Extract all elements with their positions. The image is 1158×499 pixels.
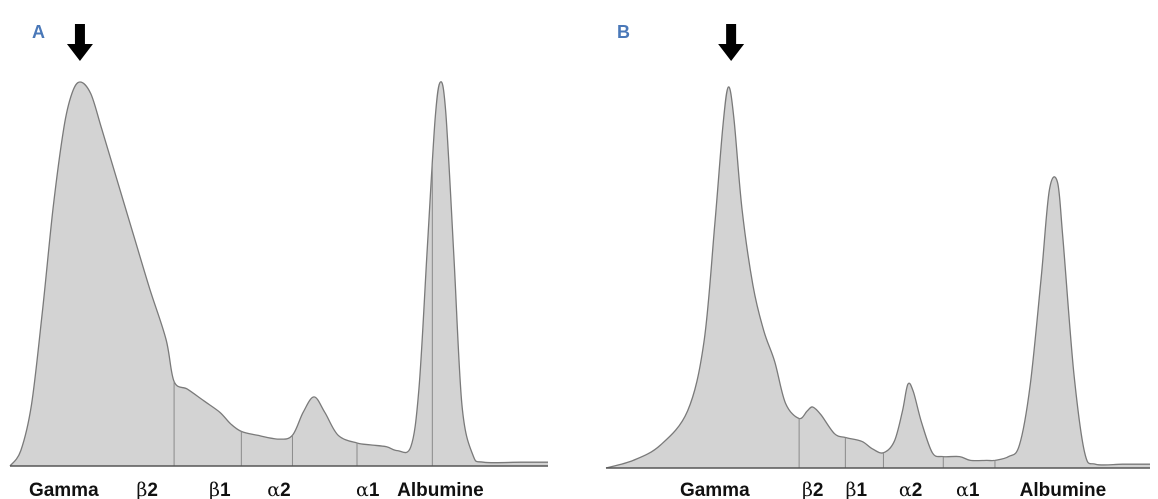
densitometry-area [10,81,548,466]
down-arrow-icon [718,24,745,61]
panel-b-axis-labels: Gamma β2 β1 α2 α1 Albumine [680,479,1106,499]
panel-a-label: A [32,22,45,42]
panel-a-arrow [66,24,93,61]
panel-a-plot [9,81,548,467]
panel-a-axis-labels: Gamma β2 β1 α2 α1 Albumine [29,479,484,499]
down-arrow-icon [66,24,93,61]
densitometry-curve [9,81,548,467]
densitometry-area [606,86,1150,468]
category-label: α2 [899,479,922,499]
panel-b-plot [605,86,1150,469]
category-label: β2 [802,479,824,499]
category-label: α1 [356,479,380,499]
panel-b-label: B [617,22,630,42]
panel-b: B Gamma β2 β1 α2 α1 Albumine [605,22,1150,499]
densitometry-curve [605,86,1150,469]
category-label: Albumine [1020,480,1107,499]
category-label: α2 [267,479,290,499]
category-label: β2 [136,479,158,499]
category-label: β1 [845,479,867,499]
panel-b-arrow [718,24,745,61]
category-label: β1 [209,479,231,499]
panel-a: A Gamma β2 β1 α2 α1 Albumine [9,22,548,499]
category-label: α1 [956,479,980,499]
category-label: Gamma [680,480,750,499]
category-label: Albumine [397,480,484,499]
category-label: Gamma [29,480,99,499]
